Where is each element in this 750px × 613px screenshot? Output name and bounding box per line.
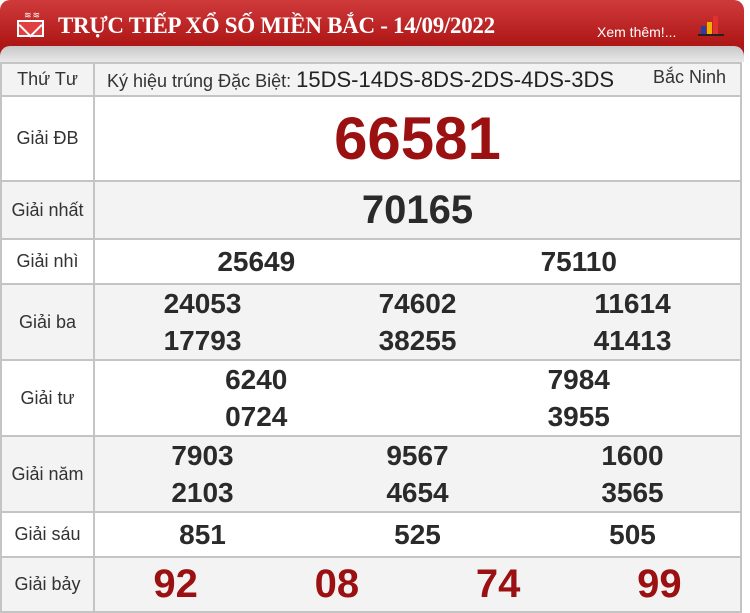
prize-number: 3565 bbox=[601, 477, 664, 508]
prize-label: Giải ba bbox=[0, 283, 95, 361]
prize-number: 1600 bbox=[601, 440, 664, 471]
prize-number: 70165 bbox=[361, 187, 474, 232]
prize-number: 74 bbox=[475, 562, 521, 606]
bar-chart-icon[interactable] bbox=[698, 16, 724, 36]
prize-number: 08 bbox=[314, 562, 360, 606]
prize-label: Giải năm bbox=[0, 435, 95, 513]
prize-label: Giải nhì bbox=[0, 238, 95, 285]
prize-row-g1: Giải nhất 70165 bbox=[0, 180, 742, 240]
results-table: Thứ Tư Ký hiệu trúng Đặc Biệt: 15DS-14DS… bbox=[0, 62, 742, 613]
prize-row-g6: Giải sáu 851 525 505 bbox=[0, 511, 742, 558]
prize-number: 4654 bbox=[386, 477, 449, 508]
header-bar: ≋≋ TRỰC TIẾP XỔ SỐ MIỀN BẮC - 14/09/2022… bbox=[0, 0, 744, 62]
prize-number: 525 bbox=[394, 519, 441, 550]
prize-number: 99 bbox=[637, 562, 682, 606]
prize-number: 0724 bbox=[225, 401, 288, 432]
prize-row-g3: Giải ba 24053 74602 11614 17793 38255 41… bbox=[0, 283, 742, 361]
prize-number: 38255 bbox=[378, 325, 457, 356]
prize-number: 92 bbox=[153, 562, 198, 606]
prize-number: 2103 bbox=[171, 477, 234, 508]
prize-number: 505 bbox=[609, 519, 656, 550]
prize-number: 41413 bbox=[593, 325, 672, 356]
province: Bắc Ninh bbox=[652, 66, 726, 87]
prize-number: 75110 bbox=[540, 246, 617, 277]
prize-number: 7984 bbox=[547, 364, 610, 395]
prize-row-g4: Giải tư 6240 7984 0724 3955 bbox=[0, 359, 742, 437]
prize-number: 74602 bbox=[378, 288, 457, 319]
prize-number: 3955 bbox=[547, 401, 610, 432]
prize-row-g5: Giải năm 7903 9567 1600 2103 4654 3565 bbox=[0, 435, 742, 513]
prize-label: Giải bảy bbox=[0, 556, 95, 613]
prize-number: 17793 bbox=[163, 325, 242, 356]
info-row: Thứ Tư Ký hiệu trúng Đặc Biệt: 15DS-14DS… bbox=[0, 62, 742, 97]
prize-label: Giải sáu bbox=[0, 511, 95, 558]
prize-number: 7903 bbox=[171, 440, 234, 471]
prize-row-g7: Giải bảy 92 08 74 99 bbox=[0, 556, 742, 613]
special-prize-number: 66581 bbox=[334, 105, 501, 172]
page-title: TRỰC TIẾP XỔ SỐ MIỀN BẮC - 14/09/2022 bbox=[58, 13, 495, 38]
prize-number: 9567 bbox=[386, 440, 449, 471]
symbol-label: Ký hiệu trúng Đặc Biệt: bbox=[107, 70, 292, 91]
prize-row-db: Giải ĐB 66581 bbox=[0, 95, 742, 182]
prize-number: 6240 bbox=[225, 364, 288, 395]
prize-number: 851 bbox=[179, 519, 226, 550]
day-label: Thứ Tư bbox=[0, 62, 95, 97]
prize-label: Giải tư bbox=[0, 359, 95, 437]
special-symbol: 15DS-14DS-8DS-2DS-4DS-3DS bbox=[296, 66, 615, 92]
prize-label: Giải nhất bbox=[0, 180, 95, 240]
see-more-link[interactable]: Xem thêm!... bbox=[597, 24, 677, 40]
prize-label: Giải ĐB bbox=[0, 95, 95, 182]
prize-row-g2: Giải nhì 25649 75110 bbox=[0, 238, 742, 285]
prize-number: 11614 bbox=[594, 288, 671, 319]
prize-number: 25649 bbox=[217, 246, 296, 277]
mail-icon bbox=[17, 20, 44, 37]
prize-number: 24053 bbox=[163, 288, 242, 319]
